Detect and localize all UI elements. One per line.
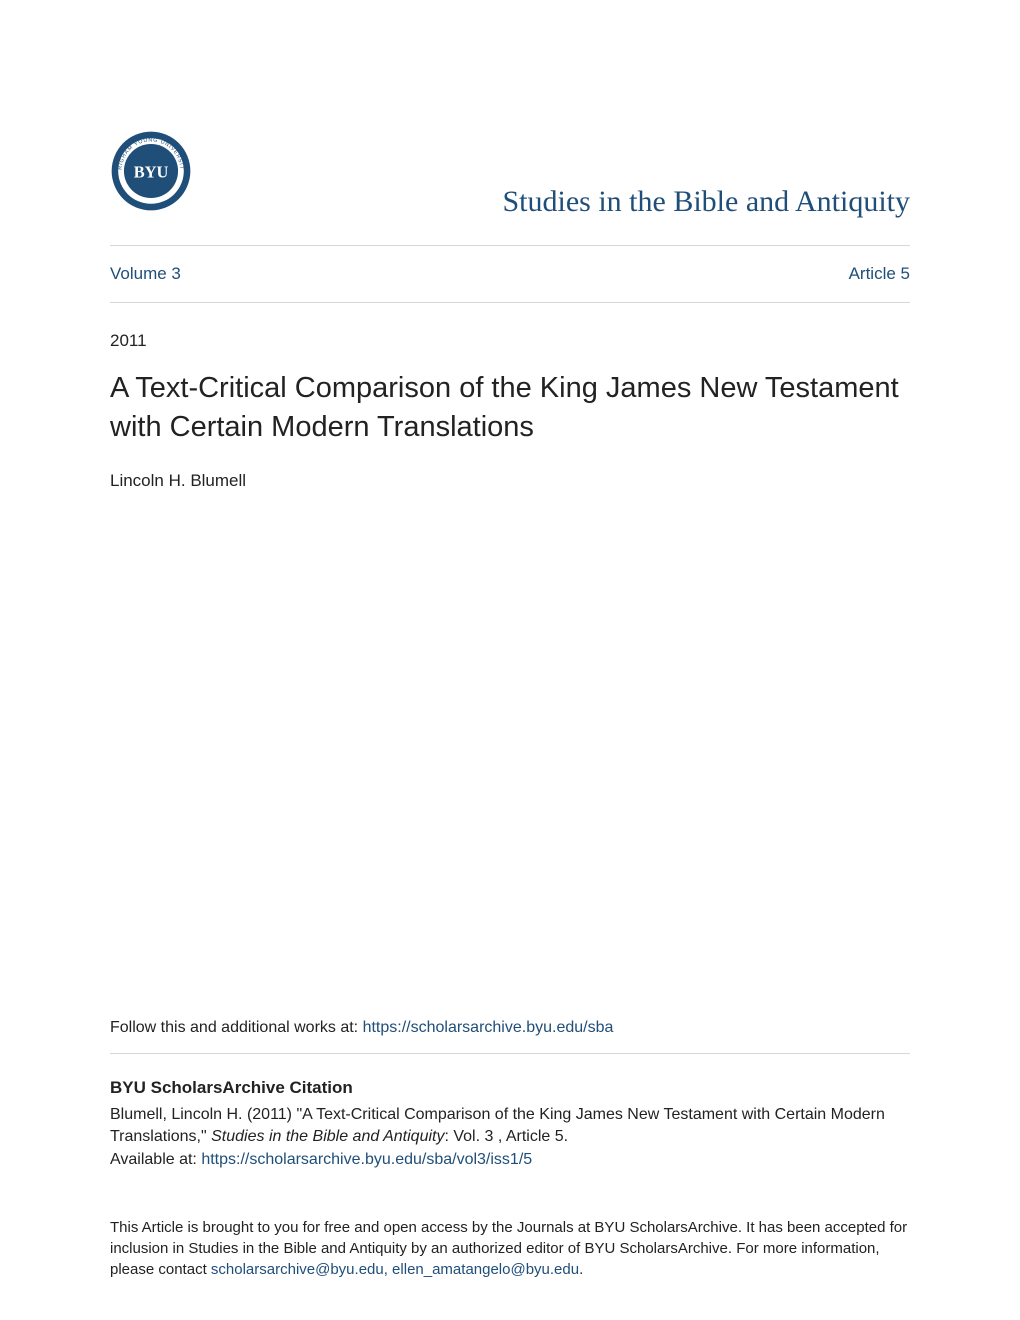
page-container: BYU BRIGHAM YOUNG UNIVERSITY Studies in … <box>0 0 1020 1320</box>
citation-heading: BYU ScholarsArchive Citation <box>110 1078 910 1098</box>
footer-text-b: . <box>579 1261 583 1278</box>
logo-wrap: BYU BRIGHAM YOUNG UNIVERSITY <box>110 130 192 223</box>
article-link[interactable]: Article 5 <box>849 264 910 284</box>
citation-body: Blumell, Lincoln H. (2011) "A Text-Criti… <box>110 1104 910 1171</box>
nav-row: Volume 3 Article 5 <box>110 246 910 303</box>
byu-seal-icon: BYU BRIGHAM YOUNG UNIVERSITY <box>110 130 192 212</box>
follow-url-link[interactable]: https://scholarsarchive.byu.edu/sba <box>363 1019 614 1036</box>
footer-block: This Article is brought to you for free … <box>110 1217 910 1280</box>
citation-available-prefix: Available at: <box>110 1151 201 1168</box>
volume-link[interactable]: Volume 3 <box>110 264 181 284</box>
author-name: Lincoln H. Blumell <box>110 471 910 491</box>
citation-journal-italic: Studies in the Bible and Antiquity <box>211 1128 444 1145</box>
journal-title-link[interactable]: Studies in the Bible and Antiquity <box>503 185 911 223</box>
citation-text-b: : Vol. 3 , Article 5. <box>444 1128 568 1145</box>
follow-prefix: Follow this and additional works at: <box>110 1019 363 1036</box>
header-row: BYU BRIGHAM YOUNG UNIVERSITY Studies in … <box>110 130 910 246</box>
citation-available-url[interactable]: https://scholarsarchive.byu.edu/sba/vol3… <box>201 1151 532 1168</box>
article-title: A Text-Critical Comparison of the King J… <box>110 369 910 447</box>
spacer <box>110 491 910 1019</box>
footer-contact-link[interactable]: scholarsarchive@byu.edu, ellen_amatangel… <box>211 1261 579 1278</box>
publication-year: 2011 <box>110 331 910 351</box>
follow-works-line: Follow this and additional works at: htt… <box>110 1019 910 1054</box>
citation-block: BYU ScholarsArchive Citation Blumell, Li… <box>110 1078 910 1171</box>
svg-text:BYU: BYU <box>134 163 169 182</box>
